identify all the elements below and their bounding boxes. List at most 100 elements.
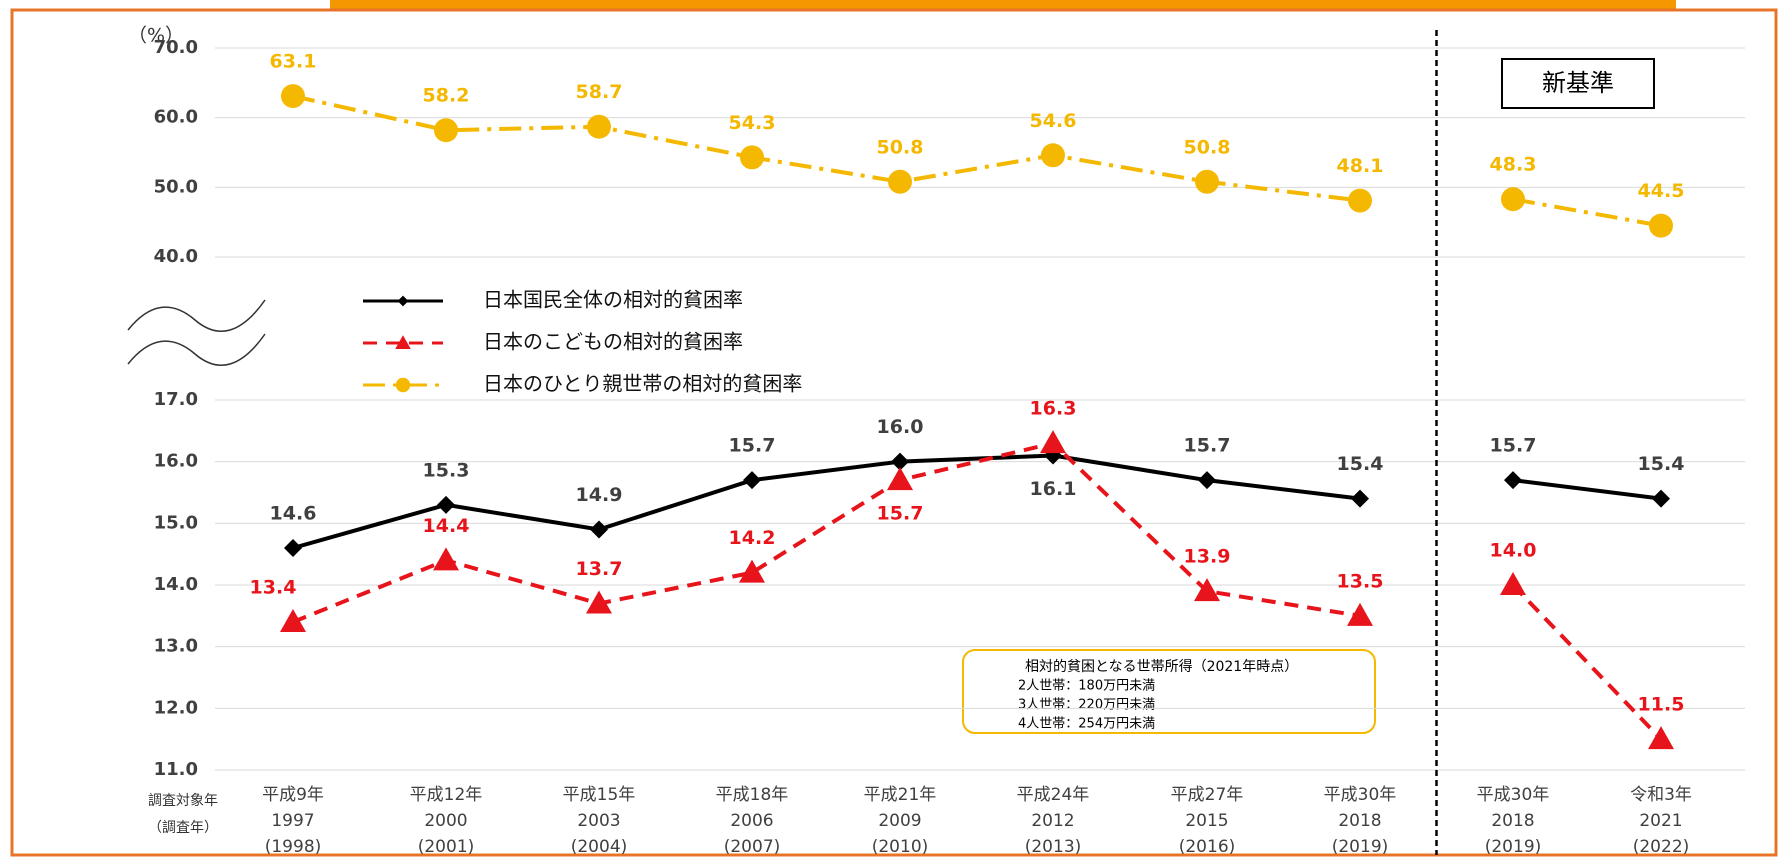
data-label: 58.2: [423, 85, 470, 107]
x-tick-label: 2015: [1185, 811, 1228, 831]
x-tick-label: 平成18年: [716, 785, 789, 805]
x-tick-label: (2019): [1332, 837, 1389, 857]
marker: [280, 609, 306, 632]
marker: [1501, 187, 1525, 212]
x-tick-label: 2003: [577, 811, 620, 831]
x-tick-label: (2004): [571, 837, 628, 857]
marker: [437, 495, 455, 514]
marker: [1500, 572, 1526, 595]
data-label: 14.2: [729, 527, 776, 549]
series-line: [1512, 478, 1662, 501]
x-tick-label: (2019): [1485, 837, 1542, 857]
legend-label: 日本国民全体の相対的貧困率: [483, 288, 743, 312]
annotation: 3人世帯：220万円未満: [1018, 698, 1155, 713]
data-label: 44.5: [1638, 180, 1685, 202]
series-line: [1511, 583, 1663, 741]
marker: [1652, 489, 1670, 508]
marker: [284, 539, 302, 557]
data-label: 14.4: [423, 515, 470, 537]
data-label: 13.7: [576, 558, 623, 580]
series-line: [1512, 197, 1662, 228]
marker: [1198, 471, 1216, 490]
y-tick-label: 16.0: [154, 451, 198, 472]
annotation: 2人世帯：180万円未満: [1018, 679, 1155, 694]
marker: [281, 84, 305, 109]
marker: [1351, 489, 1369, 508]
y-tick-label: 70.0: [154, 37, 198, 58]
data-label: 15.7: [877, 503, 924, 525]
data-label: 54.3: [729, 112, 776, 134]
data-label: 58.7: [576, 81, 623, 103]
series-line: [292, 453, 1361, 550]
frame: [10, 8, 1778, 857]
data-label: 50.8: [1184, 136, 1231, 158]
x-tick-label: 平成27年: [1171, 785, 1244, 805]
legend-marker: [397, 295, 409, 307]
x-tick-label: 令和3年: [1630, 785, 1692, 805]
y-axis-label: （%）: [128, 25, 184, 47]
marker: [1195, 169, 1219, 194]
x-tick-label: (2013): [1025, 837, 1082, 857]
annotation: 相対的貧困となる世帯所得（2021年時点）: [1025, 658, 1298, 675]
data-label: 15.7: [729, 435, 776, 457]
marker: [433, 547, 459, 571]
marker: [887, 467, 913, 491]
marker: [590, 520, 608, 539]
x-tick-label: 平成30年: [1477, 785, 1550, 805]
marker: [739, 559, 765, 583]
data-label: 15.7: [1490, 435, 1537, 457]
x-tick-label: (2001): [418, 837, 475, 857]
new-standard-box: [1501, 58, 1655, 109]
data-label: 50.8: [877, 136, 924, 158]
x-tick-label: 2021: [1639, 811, 1682, 831]
x-axis-label: （調査年）: [148, 820, 218, 836]
new-standard-label: 新基準: [1542, 69, 1614, 97]
data-label: 13.9: [1184, 546, 1231, 568]
marker: [1504, 471, 1522, 490]
marker: [1648, 726, 1674, 750]
marker: [587, 114, 611, 139]
y-tick-label: 13.0: [154, 636, 198, 657]
data-label: 14.9: [576, 484, 623, 506]
y-tick-label: 40.0: [154, 246, 198, 267]
annotation: 4人世帯：254万円未満: [1018, 717, 1155, 732]
y-tick-label: 17.0: [154, 389, 198, 410]
x-tick-label: (2007): [724, 837, 781, 857]
data-label: 15.4: [1337, 453, 1384, 475]
x-tick-label: 平成12年: [410, 785, 483, 805]
x-tick-label: 1997: [271, 811, 314, 831]
legend-label: 日本のこどもの相対的貧困率: [483, 330, 743, 354]
top-bar: [330, 0, 1676, 10]
y-tick-label: 12.0: [154, 697, 198, 718]
legend-marker: [395, 377, 411, 393]
annotation-box: [962, 649, 1376, 734]
marker: [1347, 602, 1373, 626]
data-label: 16.3: [1030, 398, 1077, 420]
x-tick-label: (1998): [265, 837, 322, 857]
x-tick-label: 2018: [1491, 811, 1534, 831]
y-tick-label: 60.0: [154, 107, 198, 128]
marker: [1041, 143, 1065, 168]
marker: [434, 118, 458, 143]
legend-label: 日本のひとり親世帯の相対的貧困率: [483, 372, 802, 396]
marker: [1649, 213, 1673, 238]
y-tick-label: 50.0: [154, 176, 198, 197]
data-label: 14.0: [1490, 540, 1537, 562]
marker: [888, 169, 912, 194]
marker: [1348, 188, 1372, 213]
data-label: 48.1: [1337, 155, 1384, 177]
x-tick-label: 平成9年: [262, 785, 324, 805]
x-tick-label: 平成21年: [864, 785, 937, 805]
y-tick-label: 11.0: [154, 759, 198, 780]
data-label: 16.0: [877, 416, 924, 438]
data-label: 54.6: [1030, 110, 1077, 132]
data-label: 13.4: [250, 577, 297, 599]
x-tick-label: 平成24年: [1017, 785, 1090, 805]
series-line: [292, 440, 1361, 624]
marker: [740, 145, 764, 170]
data-label: 63.1: [270, 51, 317, 73]
marker: [743, 471, 761, 490]
x-tick-label: 平成15年: [563, 785, 636, 805]
y-tick-label: 15.0: [154, 512, 198, 533]
